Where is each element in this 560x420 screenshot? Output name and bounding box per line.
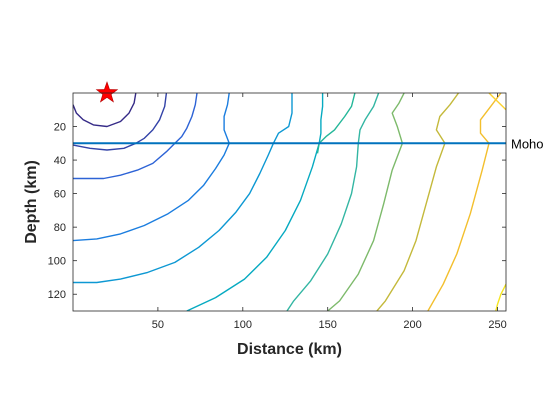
- x-tick-label: 250: [488, 319, 506, 331]
- y-tick-label: 100: [48, 256, 66, 268]
- contour-line-14: [495, 283, 506, 311]
- axes-box: [72, 92, 507, 312]
- x-tick-label: 150: [319, 319, 337, 331]
- x-tick-label: 200: [403, 319, 421, 331]
- contour-line-5: [73, 93, 293, 284]
- contour-line-2: [73, 93, 168, 151]
- y-axis-label: Depth (km): [23, 160, 40, 244]
- contour-line-13: [488, 93, 506, 111]
- source-layer: [95, 81, 119, 103]
- source-star-marker: [95, 81, 119, 103]
- contour-line-4: [73, 93, 230, 242]
- contour-line-1: [73, 93, 137, 128]
- x-axis-label: Distance (km): [237, 341, 342, 358]
- contour-line-12: [427, 93, 502, 311]
- contour-lines: [73, 93, 506, 311]
- contour-line-10: [327, 93, 405, 311]
- moho-label: Moho: [511, 136, 544, 151]
- y-ticks: 20 40 60 80 100 120: [48, 122, 506, 301]
- x-tick-label: 50: [152, 319, 164, 331]
- y-tick-label: 20: [54, 122, 66, 134]
- contour-line-8: [316, 143, 320, 154]
- y-tick-label: 40: [54, 155, 66, 167]
- x-ticks: 50 100 150 200 250: [152, 93, 507, 331]
- contour-line-6: [186, 93, 324, 311]
- y-tick-label: 60: [54, 189, 66, 201]
- contour-line-3: [73, 93, 198, 180]
- y-tick-label: 80: [54, 222, 66, 234]
- contour-line-9: [286, 93, 380, 311]
- contour-line-11: [376, 93, 460, 311]
- contour-line-7: [318, 93, 356, 144]
- y-tick-label: 120: [48, 289, 66, 301]
- x-tick-label: 100: [234, 319, 252, 331]
